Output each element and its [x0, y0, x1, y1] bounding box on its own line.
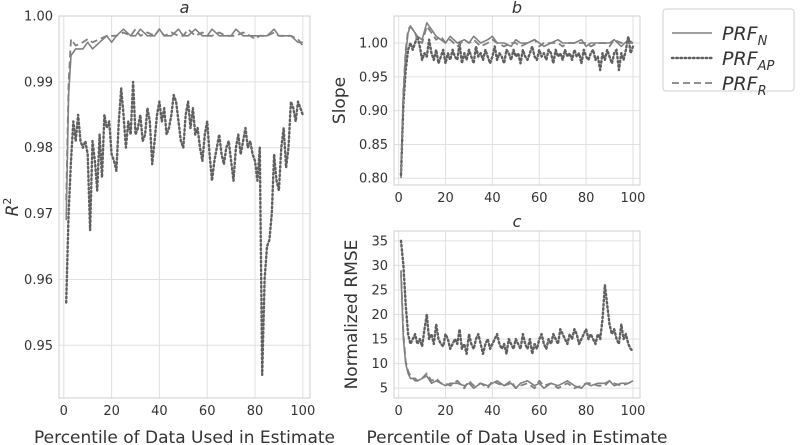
series-line-prf-r	[400, 25, 633, 172]
x-tick-label: 80	[247, 404, 264, 419]
y-tick-label: 20	[371, 308, 388, 323]
series-line-prf-n	[400, 21, 634, 179]
series-line-prf-ap	[399, 35, 635, 177]
series-line-prf-r	[65, 28, 304, 201]
y-tick-label: 0.95	[24, 339, 53, 354]
x-tick-label: 40	[151, 404, 168, 419]
y-tick-label: 30	[371, 259, 388, 274]
panel-a: 0 20 40 60 80 100 0.95 0.96 0.97 0.98 0.99 1.00 a Per…	[1, 0, 335, 445]
panel-title: b	[512, 0, 522, 17]
panel-title: a	[180, 0, 190, 17]
y-tick-label: 1.00	[359, 37, 388, 52]
y-tick-label: 0.98	[24, 141, 53, 156]
y-axis-label: R2	[1, 198, 23, 217]
legend-label: PRFAP	[722, 48, 774, 74]
y-tick-label: 0.95	[359, 70, 388, 85]
x-tick-label: 0	[395, 191, 403, 206]
panel-title: c	[513, 212, 522, 231]
x-tick-label: 60	[199, 404, 216, 419]
y-tick-label: 0.97	[24, 207, 53, 222]
x-tick-label: 60	[531, 191, 548, 206]
legend-label: PRFN	[722, 23, 768, 49]
x-axis-label: Percentile of Data Used in Estimate	[34, 428, 335, 445]
y-axis-label: Normalized RMSE	[342, 240, 362, 390]
legend-box	[662, 8, 795, 92]
y-tick-label: 1.00	[24, 10, 53, 25]
y-tick-label: 0.99	[24, 75, 53, 90]
x-tick-label: 100	[621, 191, 646, 206]
series-line-prf-ap	[64, 80, 304, 377]
x-tick-label: 0	[395, 404, 403, 419]
plot-frame	[393, 15, 641, 186]
panel-c: 0 20 40 60 80 100 5 10 15 20 25 30 35 c Percentile of …	[342, 212, 668, 445]
x-tick-label: 100	[621, 404, 646, 419]
y-tick-label: 5	[380, 382, 388, 397]
y-tick-label: 0.85	[359, 138, 388, 153]
x-axis-label: Percentile of Data Used in Estimate	[366, 428, 667, 445]
x-tick-label: 20	[103, 404, 120, 419]
y-tick-label: 0.96	[24, 273, 53, 288]
legend-label: PRFR	[722, 73, 767, 99]
x-tick-label: 40	[484, 191, 501, 206]
plot-frame	[393, 230, 641, 399]
plot-frame	[58, 15, 311, 399]
x-tick-label: 40	[484, 404, 501, 419]
series-line-prf-ap	[399, 239, 635, 355]
y-tick-label: 0.80	[359, 172, 388, 187]
x-tick-label: 0	[60, 404, 68, 419]
x-tick-label: 60	[531, 404, 548, 419]
y-tick-label: 25	[371, 283, 388, 298]
y-tick-label: 0.90	[359, 104, 388, 119]
panel-b: 0 20 40 60 80 100 0.80 0.85 0.90 0.95 1.00 b Slope	[330, 0, 645, 206]
series-line-prf-r	[400, 270, 634, 390]
y-tick-label: 35	[371, 234, 388, 249]
x-tick-label: 100	[290, 404, 315, 419]
y-tick-label: 10	[371, 357, 388, 372]
x-tick-label: 80	[578, 191, 595, 206]
series-line-prf-n	[400, 275, 634, 390]
x-tick-label: 20	[437, 404, 454, 419]
x-tick-label: 20	[437, 191, 454, 206]
y-axis-label: Slope	[330, 77, 350, 124]
y-tick-label: 15	[371, 333, 388, 348]
x-tick-label: 80	[578, 404, 595, 419]
